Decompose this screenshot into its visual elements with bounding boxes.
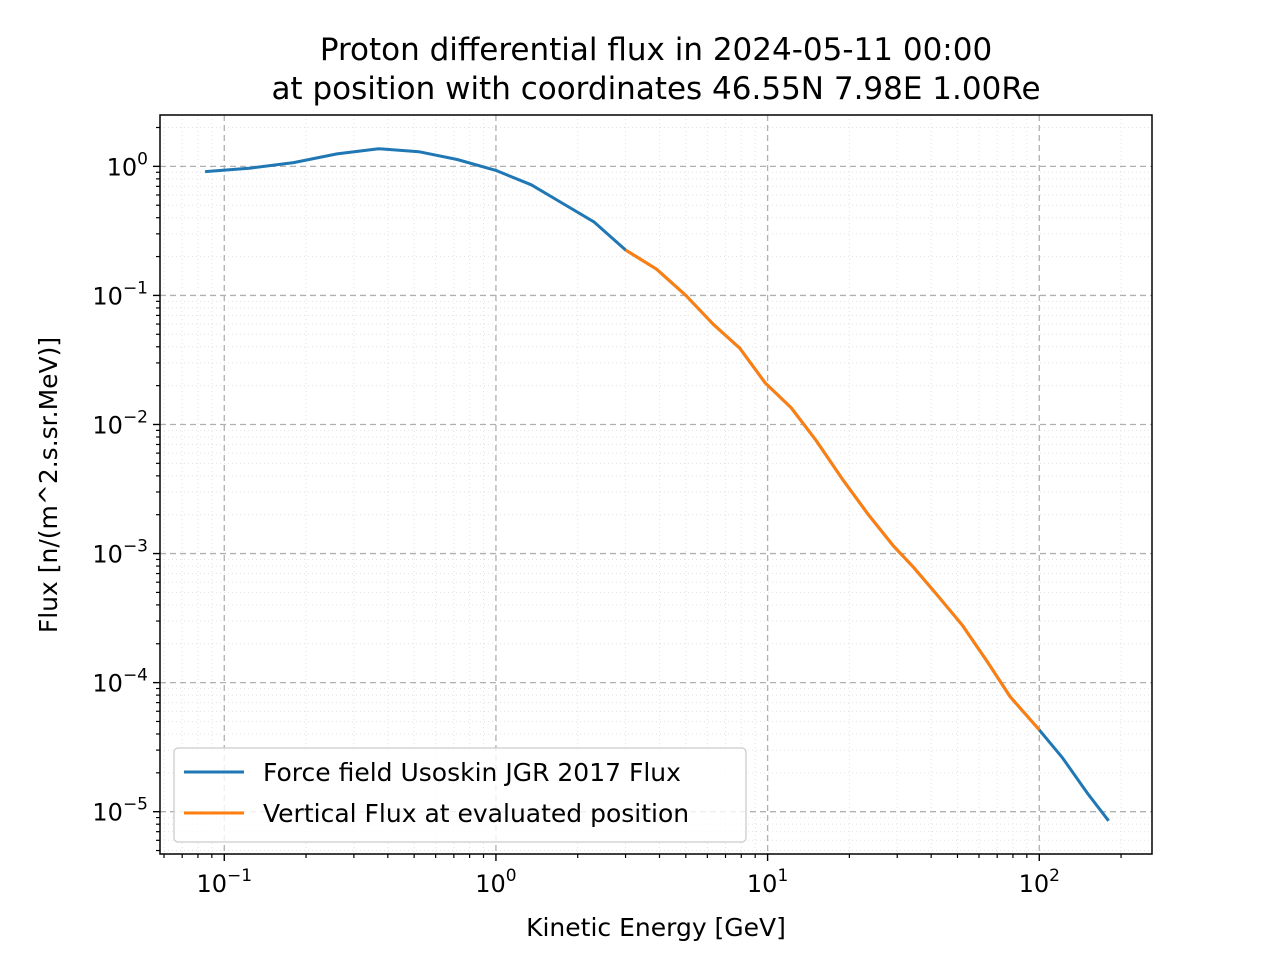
x-tick-label: 10−1 bbox=[196, 866, 252, 898]
y-tick-label-base: 10 bbox=[92, 670, 123, 698]
plot-area-frame bbox=[159, 114, 1153, 855]
y-tick-label: 100 bbox=[107, 149, 148, 181]
y-tick-label: 10−5 bbox=[92, 795, 148, 827]
legend-box bbox=[173, 747, 747, 843]
y-tick-label-exponent: −1 bbox=[123, 278, 148, 298]
x-tick-label-exponent: 0 bbox=[506, 866, 517, 886]
x-tick-label: 100 bbox=[475, 866, 516, 898]
y-axis-label: Flux [n/(m^2.s.sr.MeV)] bbox=[34, 337, 63, 633]
series-lines bbox=[204, 147, 1110, 822]
x-tick-label-base: 10 bbox=[1019, 870, 1050, 898]
legend-label-force-field: Force field Usoskin JGR 2017 Flux bbox=[263, 758, 681, 787]
chart-title-line1: Proton differential flux in 2024-05-11 0… bbox=[320, 32, 992, 68]
y-tick-label-exponent: −5 bbox=[123, 795, 148, 815]
x-tick-label: 102 bbox=[1019, 866, 1060, 898]
chart-title-line2: at position with coordinates 46.55N 7.98… bbox=[271, 71, 1040, 107]
x-tick-label-base: 10 bbox=[196, 870, 227, 898]
series-line-1 bbox=[624, 248, 1041, 731]
x-axis-label: Kinetic Energy [GeV] bbox=[526, 913, 786, 942]
x-tick-label-base: 10 bbox=[747, 870, 778, 898]
x-tick-label-exponent: 1 bbox=[777, 866, 788, 886]
x-tick-label-exponent: 2 bbox=[1049, 866, 1060, 886]
x-tick-label: 101 bbox=[747, 866, 788, 898]
y-tick-label-base: 10 bbox=[92, 282, 123, 310]
y-tick-label-base: 10 bbox=[92, 799, 123, 827]
y-tick-label-base: 10 bbox=[92, 541, 123, 569]
legend: Force field Usoskin JGR 2017 Flux Vertic… bbox=[173, 747, 747, 843]
y-tick-label-exponent: −4 bbox=[123, 666, 148, 686]
y-tick-label-exponent: −2 bbox=[123, 407, 148, 427]
y-tick-label: 10−3 bbox=[92, 537, 148, 569]
y-tick-label-base: 10 bbox=[92, 411, 123, 439]
y-tick-label: 10−2 bbox=[92, 407, 148, 439]
x-tick-label-base: 10 bbox=[475, 870, 506, 898]
y-tick-label-exponent: −3 bbox=[123, 537, 148, 557]
y-tick-label-exponent: 0 bbox=[137, 149, 148, 169]
x-tick-label-exponent: −1 bbox=[227, 866, 252, 886]
y-tick-label: 10−4 bbox=[92, 666, 148, 698]
legend-label-vertical-flux: Vertical Flux at evaluated position bbox=[263, 799, 689, 828]
y-tick-label: 10−1 bbox=[92, 278, 148, 310]
y-tick-label-base: 10 bbox=[107, 153, 138, 181]
